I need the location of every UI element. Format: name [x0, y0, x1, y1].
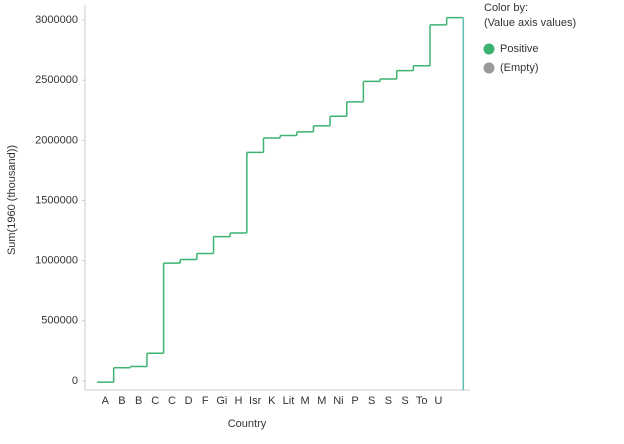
x-tick-label: S: [385, 395, 392, 407]
y-tick-label: 2500000: [35, 74, 78, 86]
x-tick-label: M: [301, 395, 310, 407]
x-tick-label: To: [416, 395, 428, 407]
x-tick-label: Isr: [249, 395, 262, 407]
y-tick-label: 2000000: [35, 134, 78, 146]
x-tick-label: P: [351, 395, 358, 407]
x-tick-label: K: [268, 395, 276, 407]
x-tick-label: U: [434, 395, 442, 407]
y-tick-label: 0: [72, 375, 78, 387]
x-tick-label: B: [135, 395, 142, 407]
legend-label: (Empty): [500, 62, 539, 74]
x-tick-label: C: [168, 395, 176, 407]
y-tick-label: 1500000: [35, 194, 78, 206]
legend-label: Positive: [500, 43, 539, 55]
y-tick-label: 1000000: [35, 255, 78, 267]
x-tick-label: D: [185, 395, 193, 407]
legend-swatch: [483, 43, 495, 55]
y-tick-label: 3000000: [35, 14, 78, 26]
x-axis-label: Country: [228, 418, 267, 430]
x-tick-label: A: [102, 395, 110, 407]
legend-swatch: [483, 62, 495, 74]
y-tick-label: 500000: [41, 315, 78, 327]
legend-title: Color by:: [484, 2, 528, 14]
x-tick-label: Gi: [216, 395, 227, 407]
y-axis-label: Sum(1960 (thousand)): [6, 145, 18, 255]
x-tick-label: B: [118, 395, 125, 407]
x-tick-label: C: [151, 395, 159, 407]
x-tick-label: F: [202, 395, 209, 407]
x-tick-label: S: [401, 395, 408, 407]
x-tick-label: H: [235, 395, 243, 407]
x-tick-label: S: [368, 395, 375, 407]
x-tick-label: M: [317, 395, 326, 407]
x-tick-label: Lit: [283, 395, 295, 407]
x-tick-label: Ni: [333, 395, 343, 407]
legend-subtitle: (Value axis values): [484, 17, 576, 29]
